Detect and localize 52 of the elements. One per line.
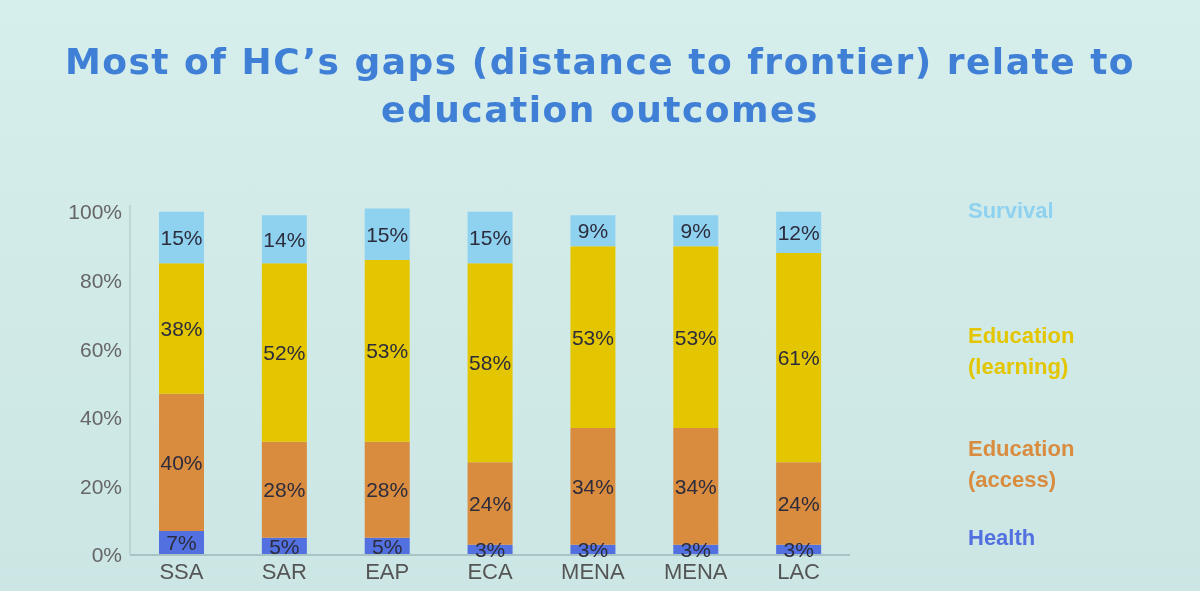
data-label: 9%	[680, 219, 711, 243]
chart-title: Most of HC’s gaps (distance to frontier) relate to education outcomes	[63, 40, 1137, 132]
data-label: 15%	[366, 222, 409, 246]
data-label: 5%	[269, 534, 300, 558]
bar	[159, 263, 204, 394]
bar	[261, 441, 307, 538]
data-label: 9%	[577, 219, 609, 243]
text: Education (learning)	[968, 322, 1076, 381]
y-tick-label: 40%	[79, 406, 122, 430]
text: Survival	[968, 197, 1055, 225]
bar	[467, 263, 513, 463]
data-label: 38%	[160, 317, 203, 341]
y-tick-label: 20%	[79, 474, 122, 498]
bar	[261, 263, 307, 442]
bar	[673, 428, 719, 545]
bar	[467, 462, 513, 545]
data-label: 40%	[160, 450, 203, 474]
data-label: 58%	[469, 351, 512, 375]
x-tick-label: SAR	[261, 558, 307, 584]
x-tick-label: SSA	[159, 558, 204, 584]
data-label: 14%	[263, 227, 306, 251]
text: Education (access)	[968, 435, 1076, 494]
data-label: 34%	[571, 474, 614, 498]
y-tick-label: 60%	[79, 337, 122, 361]
data-label: 15%	[160, 226, 203, 250]
data-label: 53%	[674, 325, 717, 349]
bar	[776, 462, 822, 545]
data-label: 15%	[469, 226, 512, 250]
bar	[159, 393, 204, 531]
data-label: 52%	[263, 341, 306, 365]
data-label: 24%	[469, 492, 512, 516]
bar	[776, 253, 822, 463]
bar	[570, 246, 616, 429]
y-tick-label: 80%	[79, 268, 122, 292]
y-tick-label: 0%	[91, 543, 122, 567]
data-label: 53%	[571, 325, 614, 349]
bar	[364, 441, 410, 538]
text: Health	[968, 524, 1037, 552]
data-label: 34%	[674, 474, 717, 498]
bar	[570, 428, 616, 545]
data-label: 61%	[777, 346, 820, 370]
bar	[364, 259, 410, 442]
y-tick-label: 100%	[68, 200, 122, 224]
data-label: 5%	[372, 534, 403, 558]
bar	[673, 246, 719, 429]
data-label: 12%	[777, 220, 820, 244]
x-tick-label: EAP	[365, 558, 410, 584]
data-label: 28%	[366, 478, 409, 502]
data-label: 53%	[366, 339, 409, 363]
data-label: 7%	[166, 531, 197, 555]
data-label: 28%	[263, 478, 306, 502]
data-label: 24%	[777, 492, 820, 516]
